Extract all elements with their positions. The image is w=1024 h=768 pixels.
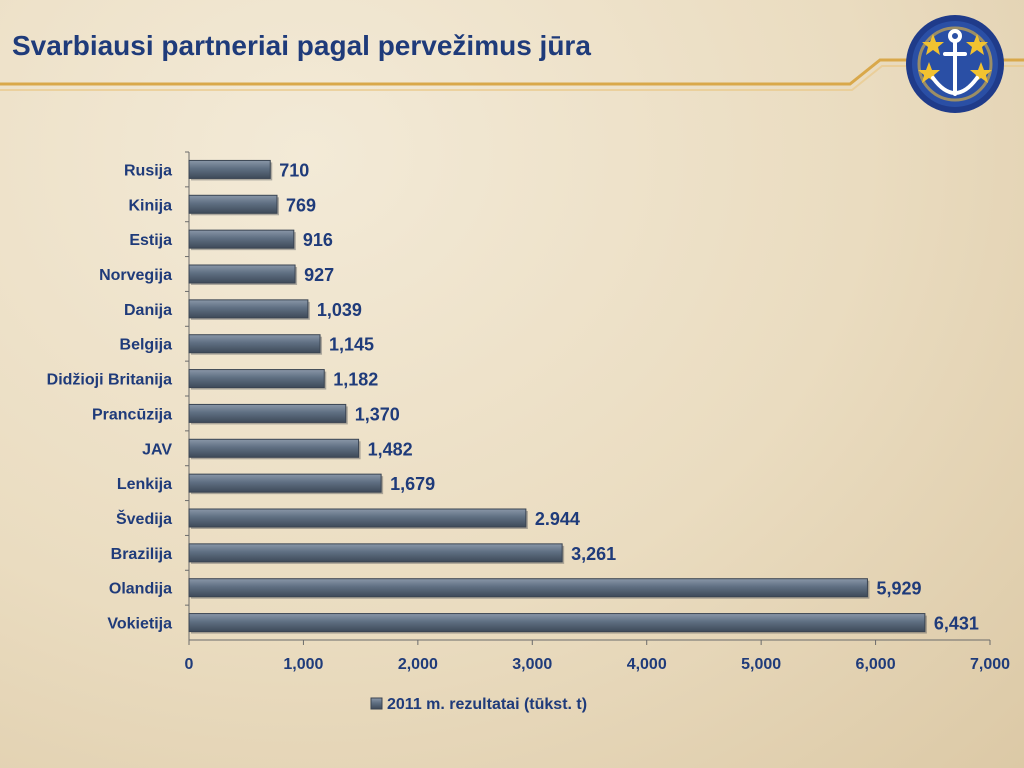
value-label: 1,482 xyxy=(368,439,413,459)
bar xyxy=(188,543,563,563)
value-label: 5,929 xyxy=(876,579,921,599)
category-label: Estija xyxy=(129,232,172,249)
value-label: 710 xyxy=(279,160,309,180)
value-label: 6,431 xyxy=(934,614,979,634)
bar xyxy=(188,438,360,458)
value-label: 769 xyxy=(286,195,316,215)
legend-label: 2011 m. rezultatai (tūkst. t) xyxy=(387,696,587,713)
page-title: Svarbiausi partneriai pagal pervežimus j… xyxy=(12,30,591,61)
legend-swatch xyxy=(370,697,383,710)
bar xyxy=(188,473,382,493)
x-tick-label: 4,000 xyxy=(627,656,667,673)
category-label: Vokietija xyxy=(107,616,172,633)
value-label: 1,370 xyxy=(355,404,400,424)
value-label: 2.944 xyxy=(535,509,580,529)
value-label: 1,679 xyxy=(390,474,435,494)
category-label: Prancūzija xyxy=(92,406,172,423)
category-label: Danija xyxy=(124,302,172,319)
x-tick-label: 0 xyxy=(185,656,194,673)
x-tick-label: 3,000 xyxy=(512,656,552,673)
category-label: JAV xyxy=(142,441,172,458)
category-label: Rusija xyxy=(124,162,172,179)
bar xyxy=(188,369,325,389)
value-label: 1,039 xyxy=(317,300,362,320)
bar xyxy=(188,194,278,214)
bar xyxy=(188,613,926,633)
category-label: Lenkija xyxy=(117,476,172,493)
x-tick-label: 6,000 xyxy=(856,656,896,673)
value-label: 1,182 xyxy=(333,370,378,390)
bar xyxy=(188,508,527,528)
bar xyxy=(188,578,868,598)
x-tick-label: 7,000 xyxy=(970,656,1010,673)
category-label: Brazilija xyxy=(111,546,172,563)
category-label: Švedija xyxy=(116,509,172,528)
bar xyxy=(188,264,296,284)
anchor-stars-icon xyxy=(906,15,1004,113)
value-label: 3,261 xyxy=(571,544,616,564)
x-tick-label: 1,000 xyxy=(283,656,323,673)
x-tick-label: 5,000 xyxy=(741,656,781,673)
x-tick-label: 2,000 xyxy=(398,656,438,673)
bar xyxy=(188,334,321,354)
category-label: Didžioji Britanija xyxy=(47,372,172,389)
value-label: 916 xyxy=(303,230,333,250)
bar xyxy=(188,299,309,319)
category-label: Olandija xyxy=(109,581,172,598)
bar xyxy=(188,403,347,423)
bar xyxy=(188,229,295,249)
category-label: Norvegija xyxy=(99,267,172,284)
bar xyxy=(188,159,271,179)
category-label: Kinija xyxy=(128,197,172,214)
value-label: 927 xyxy=(304,265,334,285)
value-label: 1,145 xyxy=(329,335,374,355)
category-label: Belgija xyxy=(120,337,173,354)
